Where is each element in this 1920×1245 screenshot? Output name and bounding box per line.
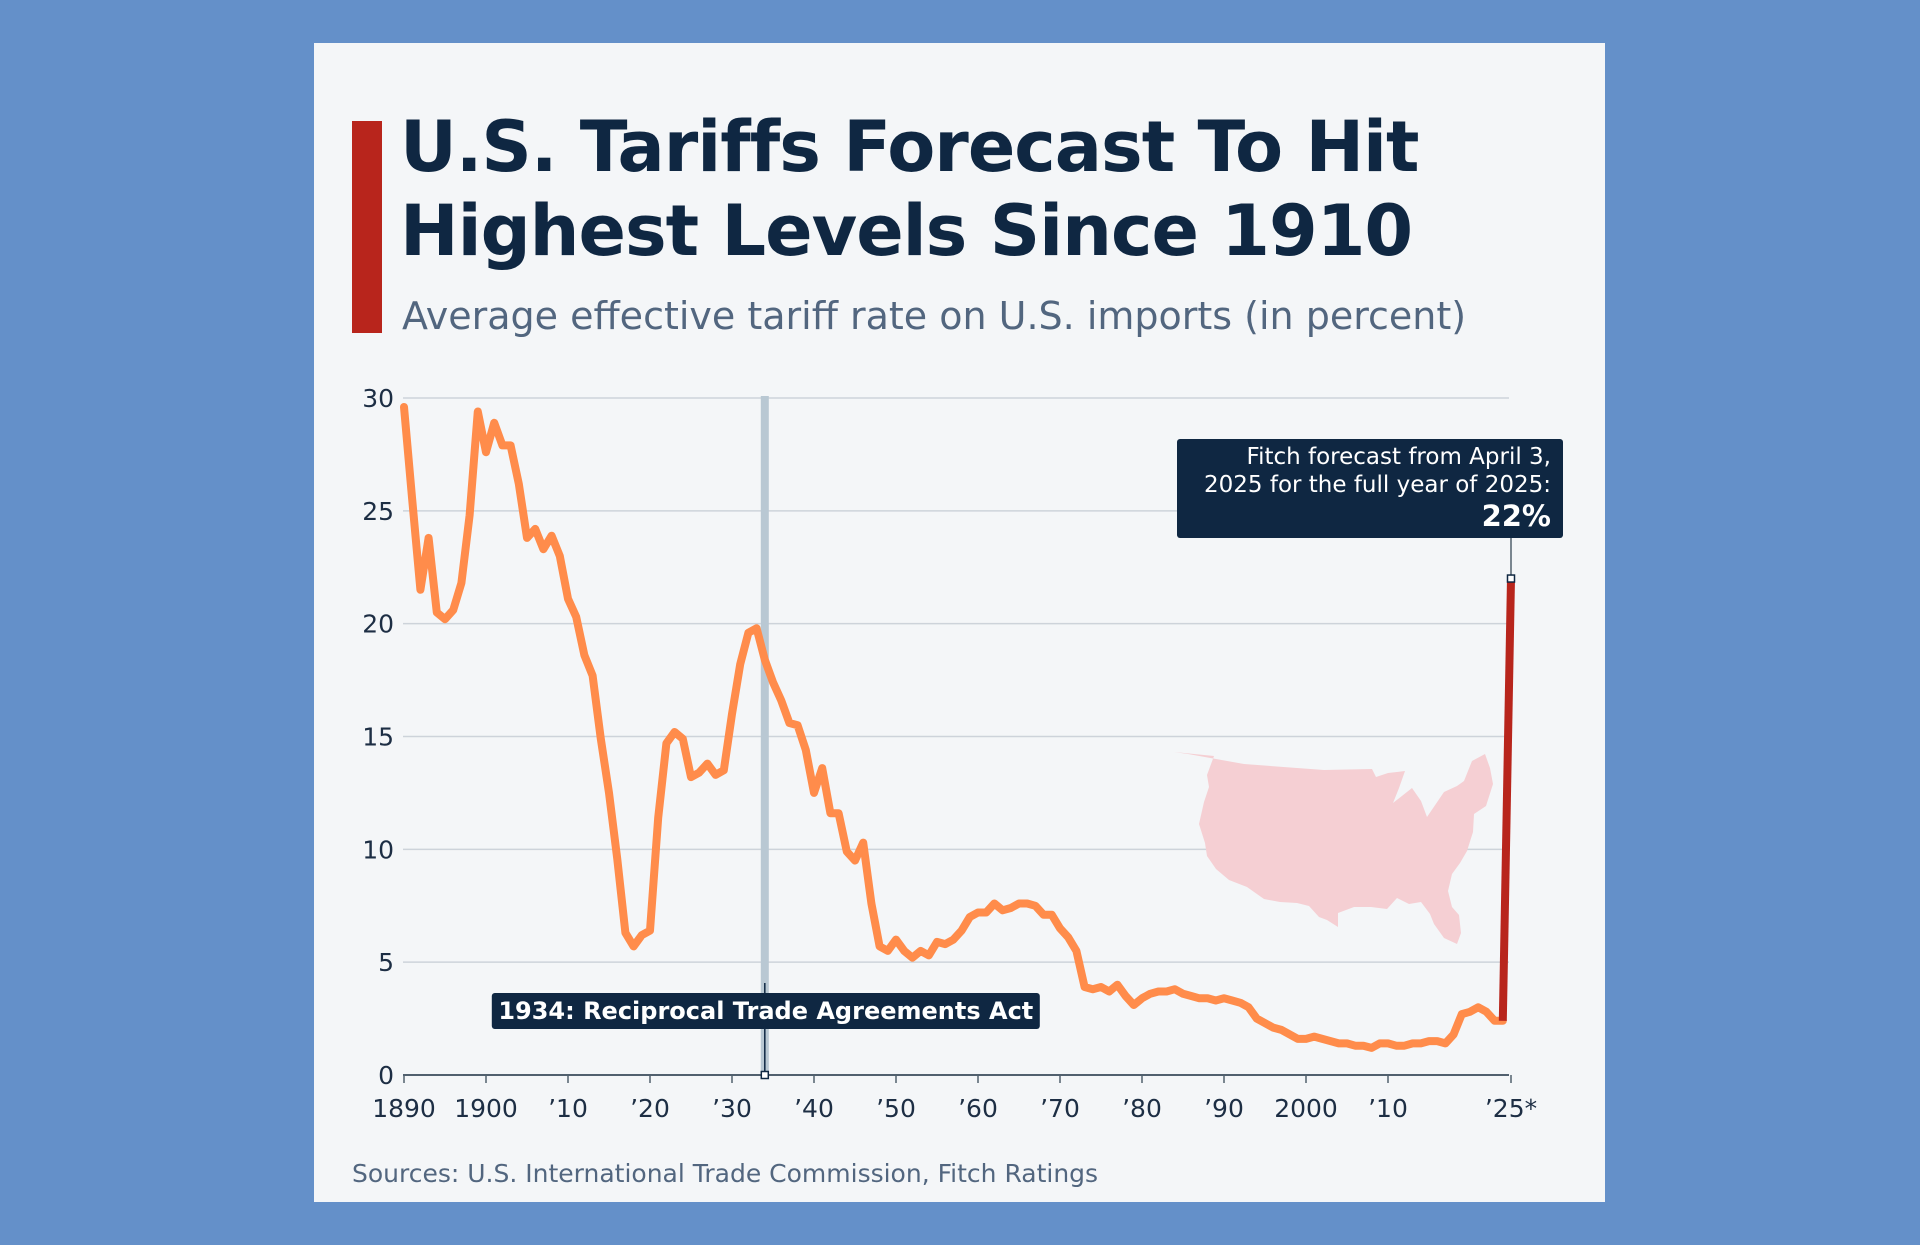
series-line-historical [400,403,1507,1052]
y-tick-label: 20 [362,610,394,639]
event-label-box [491,993,1040,1029]
x-tick-label: ’25* [1485,1094,1537,1123]
annotation-group: 1934: Reciprocal Trade Agreements Act Fit… [491,439,1563,1029]
x-tick-label: ’50 [876,1094,916,1123]
x-tick-label: ’60 [958,1094,998,1123]
gridlines [403,397,1512,1083]
y-tick-label: 25 [362,497,394,526]
y-tick-label: 15 [362,723,394,752]
x-tick-label: ’10 [1368,1094,1408,1123]
forecast-point-marker [1506,574,1516,583]
y-tick-label: 5 [378,948,394,977]
forecast-callout-box [1177,439,1563,538]
x-tick-label: ’70 [1040,1094,1080,1123]
axis-labels: 0 5 10 15 20 25 30 1890 1900 ’10 ’20 ’30 ’40 ’50 ’60 ’7… [362,384,1537,1123]
forecast-callout-line1: Fitch forecast from April 3, [1247,444,1551,470]
y-tick-label: 0 [378,1061,394,1090]
event-label: 1934: Reciprocal Trade Agreements Act [498,997,1033,1025]
line-chart: 0 5 10 15 20 25 30 1890 1900 ’10 ’20 ’30 ’40 ’50 ’60 ’7… [362,384,1563,1123]
event-marker-dot [760,1070,770,1080]
source-note: Sources: U.S. International Trade Commis… [352,1159,1099,1188]
x-tick-label: ’90 [1204,1094,1244,1123]
us-map-silhouette-icon [1174,752,1493,944]
chart-card: U.S. Tariffs Forecast To Hit Highest Lev… [314,43,1605,1202]
y-tick-label: 30 [362,384,394,413]
x-tick-label: ’20 [630,1094,670,1123]
x-tick-label: ’10 [548,1094,588,1123]
x-tick-label: ’30 [712,1094,752,1123]
forecast-callout-value: 22% [1482,499,1551,533]
event-marker-group [760,396,770,1080]
y-tick-label: 10 [362,835,394,864]
x-tick-label: 2000 [1274,1094,1338,1123]
forecast-callout-line2: 2025 for the full year of 2025: [1204,472,1551,498]
chart-title: U.S. Tariffs Forecast To Hit Highest Lev… [400,106,1419,272]
chart-subtitle: Average effective tariff rate on U.S. im… [402,294,1467,338]
series-line-forecast [1498,578,1515,1021]
x-tick-label: ’40 [794,1094,834,1123]
map-group [1174,752,1493,944]
x-tick-label: ’80 [1122,1094,1162,1123]
x-tick-label: 1900 [454,1094,518,1123]
title-accent-bar [352,121,382,333]
x-tick-label: 1890 [372,1094,436,1123]
series-group [400,403,1515,1052]
